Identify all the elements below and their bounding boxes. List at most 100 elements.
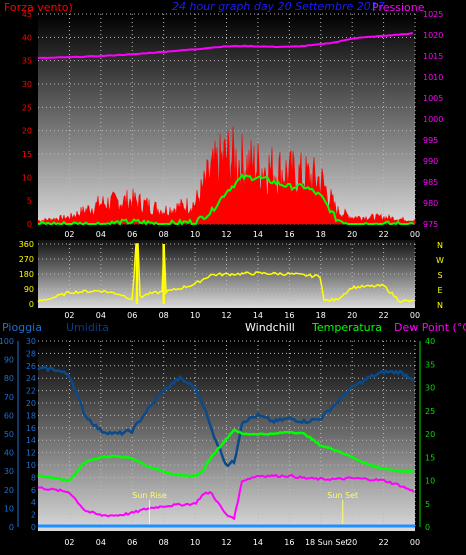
pressure-y-tick-1015: 1015 <box>423 52 443 61</box>
temp-y-tick-5: 5 <box>425 500 430 509</box>
direction-x-tick-00: 00 <box>410 311 420 320</box>
label-temperature: Temperatura <box>311 321 382 334</box>
rain-y-tick-60: 60 <box>4 411 14 420</box>
direction-line <box>37 243 415 304</box>
label-windchill: Windchill <box>245 321 295 334</box>
pressure-y-tick-1005: 1005 <box>423 94 443 103</box>
temperature-line <box>37 428 415 483</box>
rain-y-tick-70: 70 <box>4 393 14 402</box>
pressure-y-tick-985: 985 <box>423 178 438 187</box>
rain-y-tick-100: 100 <box>0 337 14 346</box>
humidity-y-tick-2: 2 <box>31 511 36 520</box>
humidity-y-tick-20: 20 <box>26 399 36 408</box>
temp-y-tick-40: 40 <box>425 337 435 346</box>
wind-x-tick-22: 22 <box>378 230 388 239</box>
pressure-line <box>38 32 414 60</box>
temp-x-tick-08: 08 <box>159 538 169 547</box>
panel-temp-background <box>38 341 415 531</box>
wind-gust-area <box>37 126 416 225</box>
humidity-line <box>37 365 415 468</box>
wind-x-tick-18: 18 <box>316 230 326 239</box>
rain-y-tick-40: 40 <box>4 449 14 458</box>
humidity-y-tick-10: 10 <box>26 461 36 470</box>
pressure-y-tick-990: 990 <box>423 157 438 166</box>
direction-y-tick-360: 360 <box>19 240 34 249</box>
direction-y-tick-270: 270 <box>19 255 34 264</box>
rain-y-tick-0: 0 <box>9 523 14 532</box>
humidity-y-tick-24: 24 <box>26 374 36 383</box>
humidity-y-tick-4: 4 <box>31 498 36 507</box>
panel-wind-series <box>37 32 416 226</box>
dewpoint-line <box>37 473 415 521</box>
humidity-y-tick-18: 18 <box>26 411 36 420</box>
wind-y-tick-45: 45 <box>22 10 32 19</box>
wind-x-tick-16: 16 <box>284 230 294 239</box>
wind-x-tick-08: 08 <box>159 230 169 239</box>
direction-x-tick-22: 22 <box>378 311 388 320</box>
sunset-label: Sun Set <box>327 491 358 500</box>
temp-x-tick-16: 16 <box>284 538 294 547</box>
humidity-y-tick-22: 22 <box>26 387 36 396</box>
pressure-y-tick-980: 980 <box>423 199 438 208</box>
compass-label-4: N <box>437 301 443 310</box>
temp-y-tick-20: 20 <box>425 430 435 439</box>
temp-x-tick-22: 22 <box>378 538 388 547</box>
temp-y-tick-15: 15 <box>425 453 435 462</box>
temp-x-tick-06: 06 <box>127 538 137 547</box>
temp-x-tick-04: 04 <box>96 538 106 547</box>
label-humidity: Umidita <box>66 321 109 334</box>
temp-y-tick-30: 30 <box>425 384 435 393</box>
direction-x-tick-18: 18 <box>316 311 326 320</box>
temp-x-tick-18-sunset: 18 Sun Set <box>305 538 349 547</box>
humidity-y-tick-14: 14 <box>26 436 36 445</box>
wind-x-tick-10: 10 <box>190 230 200 239</box>
panel-temp-ticks: 0246810121416182022242628300102030405060… <box>0 337 435 547</box>
temp-x-tick-20: 20 <box>347 538 357 547</box>
wind-x-tick-00: 00 <box>410 230 420 239</box>
direction-x-tick-20: 20 <box>347 311 357 320</box>
rain-y-tick-80: 80 <box>4 374 14 383</box>
direction-x-tick-02: 02 <box>64 311 74 320</box>
wind-y-tick-35: 35 <box>22 57 32 66</box>
direction-y-tick-0: 0 <box>29 300 34 309</box>
humidity-y-tick-26: 26 <box>26 362 36 371</box>
compass-label-0: N <box>437 241 443 250</box>
temp-x-tick-12: 12 <box>221 538 231 547</box>
wind-y-tick-0: 0 <box>27 220 32 229</box>
pressure-y-tick-1020: 1020 <box>423 31 443 40</box>
direction-y-tick-180: 180 <box>19 270 34 279</box>
direction-x-tick-08: 08 <box>159 311 169 320</box>
wind-average-line <box>37 173 415 226</box>
compass-label-3: E <box>437 286 442 295</box>
pressure-y-tick-975: 975 <box>423 220 438 229</box>
pressure-y-tick-1025: 1025 <box>423 10 443 19</box>
panel-temp-series: Sun Rise Sun Set <box>37 365 415 528</box>
wind-x-tick-06: 06 <box>127 230 137 239</box>
direction-x-tick-06: 06 <box>127 311 137 320</box>
wind-y-tick-5: 5 <box>27 197 32 206</box>
humidity-y-tick-8: 8 <box>31 473 36 482</box>
humidity-y-tick-12: 12 <box>26 449 36 458</box>
temp-y-tick-0: 0 <box>425 523 430 532</box>
compass-label-1: W <box>436 256 444 265</box>
panel-direction-series <box>37 243 415 304</box>
wind-y-tick-15: 15 <box>22 150 32 159</box>
wind-y-tick-25: 25 <box>22 103 32 112</box>
panel-wind-ticks: 0510152025303540459759809859909951000100… <box>22 10 444 239</box>
rain-y-tick-50: 50 <box>4 430 14 439</box>
direction-y-tick-90: 90 <box>24 285 34 294</box>
temp-x-tick-14: 14 <box>253 538 263 547</box>
temp-y-tick-25: 25 <box>425 407 435 416</box>
compass-label-2: S <box>437 271 442 280</box>
rain-y-tick-10: 10 <box>4 504 14 513</box>
wind-x-tick-20: 20 <box>347 230 357 239</box>
wind-y-tick-30: 30 <box>22 80 32 89</box>
wind-y-tick-40: 40 <box>22 33 32 42</box>
humidity-y-tick-16: 16 <box>26 424 36 433</box>
direction-x-tick-04: 04 <box>96 311 106 320</box>
header-right-label: Pressione <box>372 1 425 14</box>
direction-x-tick-12: 12 <box>221 311 231 320</box>
direction-x-tick-10: 10 <box>190 311 200 320</box>
